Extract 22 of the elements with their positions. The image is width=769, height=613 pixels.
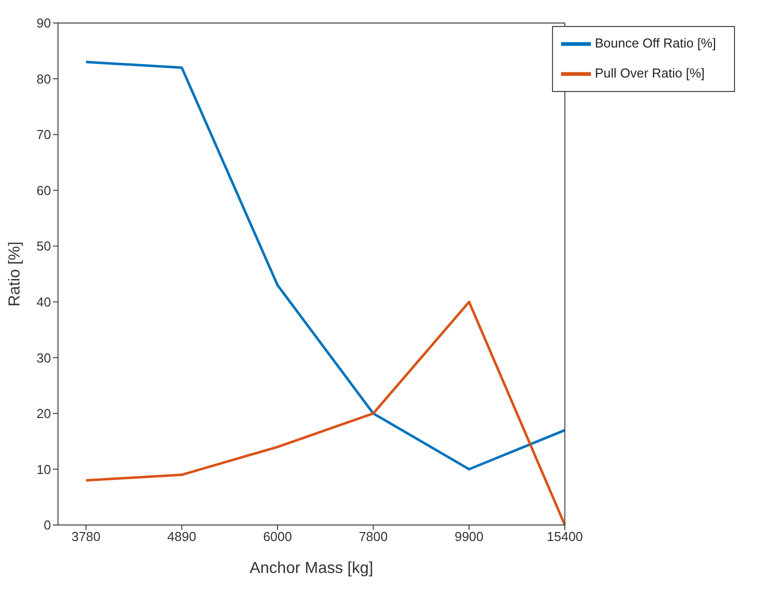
- y-tick-label: 20: [36, 406, 51, 422]
- y-tick-label: 40: [36, 294, 51, 310]
- y-tick-label: 90: [36, 16, 51, 31]
- x-tick-label: 9900: [454, 529, 484, 544]
- x-tick-label: 7800: [358, 529, 388, 544]
- y-tick-label: 80: [36, 71, 51, 86]
- y-tick-label: 0: [44, 518, 51, 533]
- x-tick-label: 6000: [263, 529, 292, 544]
- y-tick-label: 50: [36, 238, 51, 254]
- x-tick-label: 3780: [72, 529, 100, 544]
- x-tick-label: 4890: [167, 529, 196, 544]
- x-axis-title: Anchor Mass [kg]: [250, 560, 374, 577]
- legend-label: Bounce Off Ratio [%]: [594, 35, 716, 50]
- y-tick-label: 70: [36, 127, 51, 142]
- x-tick-label: 15400: [546, 529, 583, 544]
- y-tick-label: 30: [36, 350, 51, 366]
- line-series: [84, 300, 566, 525]
- line-series: [84, 60, 566, 470]
- y-tick-label: 60: [36, 182, 51, 198]
- legend-label: Pull Over Ratio [%]: [594, 65, 705, 80]
- y-axis-title: Ratio [%]: [6, 242, 24, 306]
- y-tick-label: 10: [36, 462, 51, 477]
